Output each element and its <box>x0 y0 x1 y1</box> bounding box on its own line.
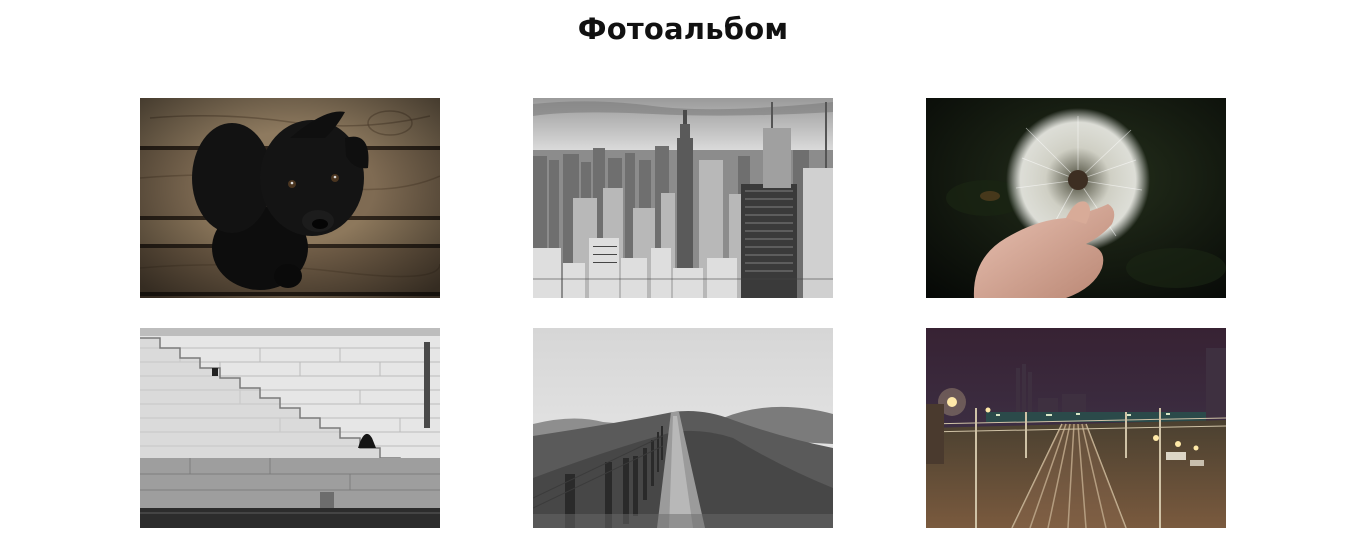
photo-hill-path[interactable] <box>533 328 833 528</box>
dog-image <box>140 98 440 298</box>
hill-path-image <box>533 328 833 528</box>
page-title: Фотоальбом <box>577 12 789 46</box>
photo-stairs[interactable] <box>140 328 440 528</box>
stairs-image <box>140 328 440 528</box>
photo-gallery <box>140 98 1226 528</box>
photo-dandelion[interactable] <box>926 98 1226 298</box>
photo-railway[interactable] <box>926 328 1226 528</box>
railway-image <box>926 328 1226 528</box>
photo-dog[interactable] <box>140 98 440 298</box>
city-skyline-image <box>533 98 833 298</box>
dandelion-image <box>926 98 1226 298</box>
photo-city-skyline[interactable] <box>533 98 833 298</box>
